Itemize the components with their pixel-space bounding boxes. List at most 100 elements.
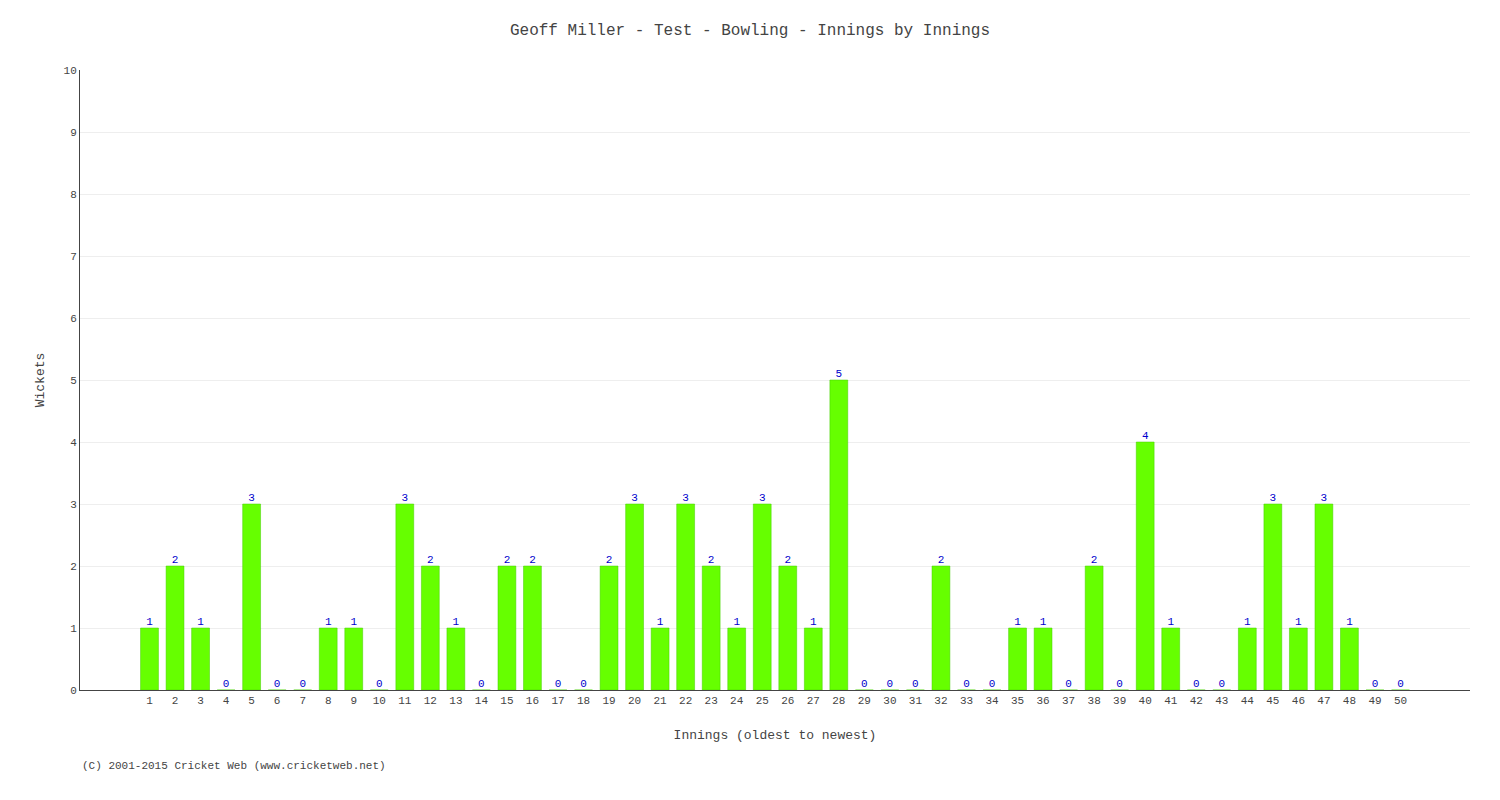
svg-text:26: 26 bbox=[781, 695, 794, 707]
svg-text:0: 0 bbox=[861, 678, 868, 690]
svg-text:1: 1 bbox=[1295, 616, 1302, 628]
svg-text:9: 9 bbox=[70, 127, 77, 139]
svg-text:0: 0 bbox=[580, 678, 587, 690]
svg-text:1: 1 bbox=[733, 616, 740, 628]
svg-text:4: 4 bbox=[223, 695, 230, 707]
svg-text:2: 2 bbox=[606, 554, 613, 566]
svg-text:2: 2 bbox=[172, 695, 179, 707]
svg-text:3: 3 bbox=[631, 492, 638, 504]
svg-text:1: 1 bbox=[1167, 616, 1174, 628]
svg-text:21: 21 bbox=[654, 695, 668, 707]
svg-text:5: 5 bbox=[70, 375, 77, 387]
svg-text:43: 43 bbox=[1215, 695, 1228, 707]
svg-text:1: 1 bbox=[1040, 616, 1047, 628]
svg-text:34: 34 bbox=[985, 695, 999, 707]
svg-text:31: 31 bbox=[909, 695, 923, 707]
svg-text:7: 7 bbox=[299, 695, 306, 707]
svg-text:1: 1 bbox=[1014, 616, 1021, 628]
svg-text:0: 0 bbox=[989, 678, 996, 690]
svg-text:3: 3 bbox=[759, 492, 766, 504]
svg-text:0: 0 bbox=[1116, 678, 1123, 690]
svg-text:2: 2 bbox=[708, 554, 715, 566]
svg-text:Wickets: Wickets bbox=[33, 353, 48, 408]
svg-text:47: 47 bbox=[1317, 695, 1330, 707]
svg-text:3: 3 bbox=[70, 499, 77, 511]
svg-text:1: 1 bbox=[657, 616, 664, 628]
svg-text:0: 0 bbox=[376, 678, 383, 690]
svg-text:2: 2 bbox=[938, 554, 945, 566]
svg-text:6: 6 bbox=[274, 695, 281, 707]
svg-text:0: 0 bbox=[1193, 678, 1200, 690]
svg-text:1: 1 bbox=[1346, 616, 1353, 628]
svg-text:27: 27 bbox=[807, 695, 820, 707]
svg-text:23: 23 bbox=[705, 695, 718, 707]
svg-text:4: 4 bbox=[70, 437, 77, 449]
svg-text:46: 46 bbox=[1292, 695, 1305, 707]
svg-text:0: 0 bbox=[299, 678, 306, 690]
svg-text:0: 0 bbox=[70, 685, 77, 697]
svg-text:1: 1 bbox=[146, 616, 153, 628]
svg-text:0: 0 bbox=[887, 678, 894, 690]
svg-text:10: 10 bbox=[64, 65, 77, 77]
svg-text:25: 25 bbox=[756, 695, 769, 707]
svg-text:2: 2 bbox=[784, 554, 791, 566]
svg-text:17: 17 bbox=[551, 695, 564, 707]
svg-text:1: 1 bbox=[1244, 616, 1251, 628]
svg-text:7: 7 bbox=[70, 251, 77, 263]
svg-text:37: 37 bbox=[1062, 695, 1075, 707]
svg-text:Innings (oldest to newest): Innings (oldest to newest) bbox=[674, 728, 877, 743]
svg-text:42: 42 bbox=[1190, 695, 1203, 707]
svg-text:2: 2 bbox=[504, 554, 511, 566]
svg-text:0: 0 bbox=[1065, 678, 1072, 690]
svg-text:8: 8 bbox=[325, 695, 332, 707]
svg-text:3: 3 bbox=[248, 492, 255, 504]
svg-text:28: 28 bbox=[832, 695, 845, 707]
svg-text:3: 3 bbox=[1270, 492, 1277, 504]
svg-text:13: 13 bbox=[449, 695, 462, 707]
svg-text:1: 1 bbox=[350, 616, 357, 628]
svg-text:39: 39 bbox=[1113, 695, 1126, 707]
svg-text:(C) 2001-2015 Cricket Web (www: (C) 2001-2015 Cricket Web (www.cricketwe… bbox=[82, 760, 386, 772]
svg-text:12: 12 bbox=[424, 695, 437, 707]
svg-text:0: 0 bbox=[1397, 678, 1404, 690]
svg-text:2: 2 bbox=[529, 554, 536, 566]
svg-text:49: 49 bbox=[1368, 695, 1381, 707]
svg-text:5: 5 bbox=[836, 368, 843, 380]
svg-text:3: 3 bbox=[1321, 492, 1328, 504]
svg-text:16: 16 bbox=[526, 695, 539, 707]
svg-text:2: 2 bbox=[70, 561, 77, 573]
svg-text:0: 0 bbox=[912, 678, 919, 690]
svg-text:32: 32 bbox=[934, 695, 947, 707]
svg-text:1: 1 bbox=[70, 623, 77, 635]
svg-text:1: 1 bbox=[325, 616, 332, 628]
svg-text:0: 0 bbox=[1218, 678, 1225, 690]
svg-text:2: 2 bbox=[172, 554, 179, 566]
svg-text:6: 6 bbox=[70, 313, 77, 325]
svg-text:1: 1 bbox=[197, 616, 204, 628]
svg-text:41: 41 bbox=[1164, 695, 1178, 707]
svg-text:19: 19 bbox=[602, 695, 615, 707]
svg-text:9: 9 bbox=[350, 695, 357, 707]
svg-text:5: 5 bbox=[248, 695, 255, 707]
svg-text:40: 40 bbox=[1139, 695, 1152, 707]
svg-text:50: 50 bbox=[1394, 695, 1407, 707]
svg-text:0: 0 bbox=[963, 678, 970, 690]
svg-text:3: 3 bbox=[197, 695, 204, 707]
svg-text:38: 38 bbox=[1088, 695, 1101, 707]
svg-text:22: 22 bbox=[679, 695, 692, 707]
svg-text:44: 44 bbox=[1241, 695, 1255, 707]
svg-text:0: 0 bbox=[274, 678, 281, 690]
svg-text:Geoff Miller - Test - Bowling: Geoff Miller - Test - Bowling - Innings … bbox=[510, 22, 990, 40]
svg-text:45: 45 bbox=[1266, 695, 1279, 707]
svg-text:14: 14 bbox=[475, 695, 489, 707]
svg-text:29: 29 bbox=[858, 695, 871, 707]
svg-text:0: 0 bbox=[223, 678, 230, 690]
svg-text:2: 2 bbox=[1091, 554, 1098, 566]
svg-text:15: 15 bbox=[500, 695, 513, 707]
svg-text:3: 3 bbox=[402, 492, 409, 504]
svg-text:10: 10 bbox=[373, 695, 386, 707]
svg-text:3: 3 bbox=[682, 492, 689, 504]
svg-text:0: 0 bbox=[478, 678, 485, 690]
svg-text:2: 2 bbox=[427, 554, 434, 566]
svg-text:1: 1 bbox=[146, 695, 153, 707]
